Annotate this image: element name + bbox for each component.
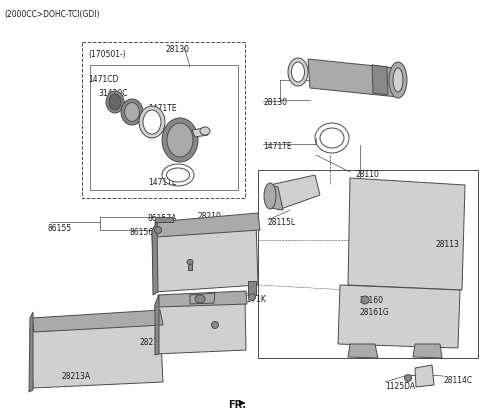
Ellipse shape [200,127,210,135]
Text: 28110: 28110 [355,170,379,179]
Text: (2000CC>DOHC-TCI(GDI): (2000CC>DOHC-TCI(GDI) [4,10,99,19]
Text: 1125DA: 1125DA [385,382,415,391]
Ellipse shape [162,118,198,162]
Text: 28161G: 28161G [360,308,390,317]
Text: 28114C: 28114C [443,376,472,385]
Polygon shape [192,128,208,137]
Text: 28130: 28130 [263,98,287,107]
Text: 1125AD: 1125AD [195,272,225,281]
Polygon shape [30,320,163,388]
Polygon shape [155,300,246,354]
Ellipse shape [187,259,193,264]
Text: 28160: 28160 [360,296,384,305]
Bar [155,217,173,222]
Bar [188,262,192,270]
Text: 28130: 28130 [165,45,189,54]
Ellipse shape [389,62,407,98]
Text: (170501-): (170501-) [88,50,126,59]
Text: 1471CD: 1471CD [88,75,119,84]
Ellipse shape [405,374,411,381]
Text: 28212F: 28212F [140,338,168,347]
Text: 1471TE: 1471TE [148,178,177,187]
Text: 1463AA: 1463AA [210,339,240,348]
Ellipse shape [212,322,218,329]
Polygon shape [270,185,283,210]
Polygon shape [190,293,215,304]
Polygon shape [308,59,398,97]
Ellipse shape [167,168,190,182]
Text: 28213A: 28213A [62,372,91,381]
Polygon shape [338,285,460,348]
Ellipse shape [109,94,121,110]
Polygon shape [155,213,260,237]
Text: 28210: 28210 [197,212,221,221]
Polygon shape [32,310,163,332]
Ellipse shape [139,106,165,138]
Text: 28171K: 28171K [238,295,267,304]
Bar [82,42,245,198]
Bar [90,65,238,190]
Ellipse shape [106,91,124,113]
Ellipse shape [121,99,143,125]
Polygon shape [270,175,320,210]
Ellipse shape [143,110,161,134]
Ellipse shape [288,58,308,86]
Ellipse shape [167,123,193,157]
Polygon shape [29,312,33,392]
Ellipse shape [291,62,304,82]
Text: 1471TE: 1471TE [148,104,177,113]
Ellipse shape [249,293,255,300]
Text: 31430C: 31430C [98,89,128,98]
Ellipse shape [264,183,276,209]
Bar [258,170,478,358]
Polygon shape [158,291,247,307]
Ellipse shape [155,227,161,234]
Text: 86157A: 86157A [147,214,176,223]
Ellipse shape [124,103,140,122]
Polygon shape [348,344,378,358]
Ellipse shape [195,295,205,303]
Text: 86590: 86590 [210,330,234,339]
Polygon shape [415,365,434,387]
Text: 86155: 86155 [48,224,72,233]
Text: 86156: 86156 [130,228,154,237]
Ellipse shape [320,128,344,148]
Text: 1125DA: 1125DA [195,263,225,272]
Bar [248,281,256,295]
Text: FR.: FR. [228,400,246,410]
Polygon shape [152,222,158,295]
Polygon shape [413,344,442,358]
Ellipse shape [393,68,403,92]
Text: 1471TE: 1471TE [263,142,292,151]
Text: 28115L: 28115L [268,218,296,227]
Polygon shape [348,178,465,290]
Polygon shape [372,65,388,95]
Text: 28113: 28113 [435,240,459,249]
Polygon shape [155,295,159,355]
Polygon shape [152,222,258,292]
Ellipse shape [361,296,369,304]
